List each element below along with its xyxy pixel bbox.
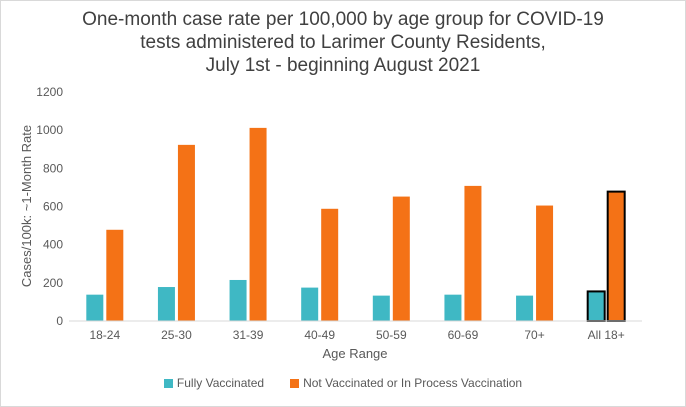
x-tick-label: All 18+ <box>588 328 625 342</box>
bar-not-vaccinated-31-39 <box>249 127 267 321</box>
y-tick-label: 1000 <box>36 123 63 137</box>
x-tick-label: 60-69 <box>448 328 479 342</box>
bar-not-vaccinated-25-30 <box>177 144 195 321</box>
legend-swatch-fully-vaccinated <box>163 378 173 388</box>
y-tick-label: 400 <box>43 238 63 252</box>
legend: Fully Vaccinated Not Vaccinated or In Pr… <box>0 376 686 390</box>
chart-title-line-2: tests administered to Larimer County Res… <box>140 32 546 53</box>
x-tick-label: 25-30 <box>161 328 192 342</box>
bar-not-vaccinated-50-59 <box>392 196 410 321</box>
x-tick-label: 18-24 <box>89 328 120 342</box>
x-tick-label: 70+ <box>524 328 544 342</box>
x-axis-label: Age Range <box>322 346 387 361</box>
bars <box>86 127 626 323</box>
chart-title: One-month case rate per 100,000 by age g… <box>0 8 686 77</box>
bar-fully-vaccinated-60-69 <box>444 294 462 321</box>
bar-not-vaccinated-40-49 <box>321 208 339 321</box>
legend-label-fully-vaccinated: Fully Vaccinated <box>176 376 265 390</box>
bar-not-vaccinated-70- <box>536 205 554 321</box>
legend-label-not-vaccinated: Not Vaccinated or In Process Vaccination <box>303 376 523 390</box>
y-tick-label: 600 <box>43 200 63 214</box>
y-tick-label: 1200 <box>36 85 63 99</box>
bar-not-vaccinated-all-18- <box>606 190 626 322</box>
chart-title-line-3: July 1st - beginning August 2021 <box>205 55 481 76</box>
bar-not-vaccinated-60-69 <box>464 185 482 321</box>
bar-fully-vaccinated-70- <box>516 295 534 321</box>
x-tick-label: 50-59 <box>376 328 407 342</box>
y-tick-label: 800 <box>43 161 63 175</box>
bar-fully-vaccinated-31-39 <box>229 279 247 321</box>
legend-swatch-not-vaccinated <box>290 378 300 388</box>
bar-not-vaccinated-18-24 <box>106 229 124 321</box>
legend-item-fully-vaccinated: Fully Vaccinated <box>163 376 265 390</box>
y-tick-label: 0 <box>56 314 63 328</box>
y-axis-label: Cases/100k: ~1-Month Rate <box>19 125 34 287</box>
legend-item-not-vaccinated: Not Vaccinated or In Process Vaccination <box>290 376 522 390</box>
bar-fully-vaccinated-18-24 <box>86 294 104 321</box>
bar-fully-vaccinated-40-49 <box>301 287 319 321</box>
y-tick-label: 200 <box>43 276 63 290</box>
x-axis-ticks: 18-24 25-30 31-39 40-49 50-59 60-69 70+ All 18+ <box>89 328 624 342</box>
bar-fully-vaccinated-all-18- <box>586 290 606 323</box>
x-tick-label: 31-39 <box>233 328 264 342</box>
y-axis-ticks: 0 200 400 600 800 1000 1200 <box>36 85 63 328</box>
x-tick-label: 40-49 <box>304 328 335 342</box>
bar-fully-vaccinated-50-59 <box>372 295 390 321</box>
chart-title-line-1: One-month case rate per 100,000 by age g… <box>82 9 604 30</box>
bar-fully-vaccinated-25-30 <box>157 287 175 321</box>
